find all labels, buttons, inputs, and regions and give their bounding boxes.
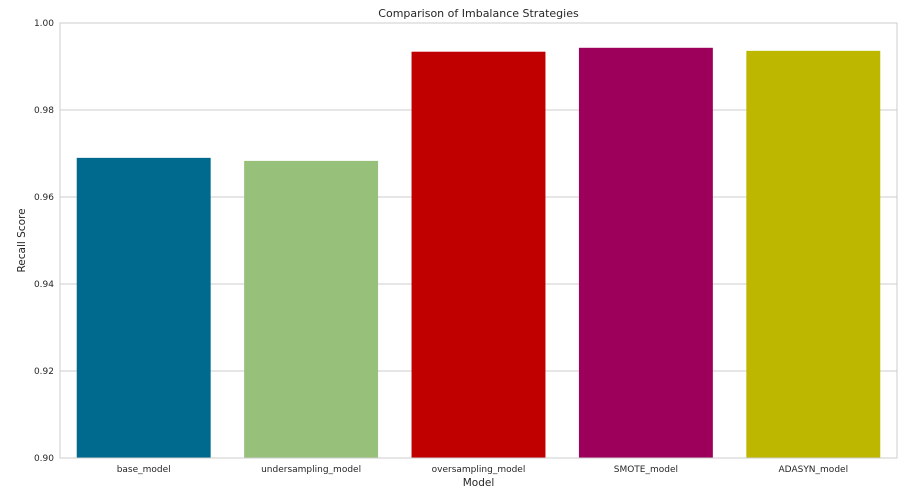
y-axis-label: Recall Score: [16, 208, 28, 272]
bar-undersampling_model: [244, 160, 379, 458]
bar-SMOTE_model: [578, 47, 713, 459]
y-tick-label: 0.92: [34, 367, 54, 377]
plot-frame: [59, 22, 898, 459]
x-tick-label: oversampling_model: [432, 465, 526, 475]
bar-base_model: [76, 157, 211, 458]
y-tick-label: 0.90: [34, 454, 54, 464]
y-tick-label: 0.94: [34, 280, 54, 290]
y-tick-labels: 0.90 0.92 0.94 0.96 0.98 1.00: [34, 19, 54, 464]
x-axis-label: Model: [463, 477, 495, 489]
x-tick-label: ADASYN_model: [779, 465, 849, 475]
y-tick-label: 1.00: [34, 19, 54, 29]
bar-oversampling_model: [411, 51, 546, 459]
x-tick-label: SMOTE_model: [614, 465, 678, 475]
x-tick-labels: base_model undersampling_model oversamplin…: [117, 465, 848, 475]
x-tick-label: undersampling_model: [261, 465, 361, 475]
bar-ADASYN_model: [746, 50, 881, 459]
y-tick-label: 0.98: [34, 106, 54, 116]
y-tick-label: 0.96: [34, 193, 54, 203]
bars: [76, 47, 881, 459]
chart-title: Comparison of Imbalance Strategies: [378, 7, 579, 20]
x-tick-label: base_model: [117, 465, 171, 475]
